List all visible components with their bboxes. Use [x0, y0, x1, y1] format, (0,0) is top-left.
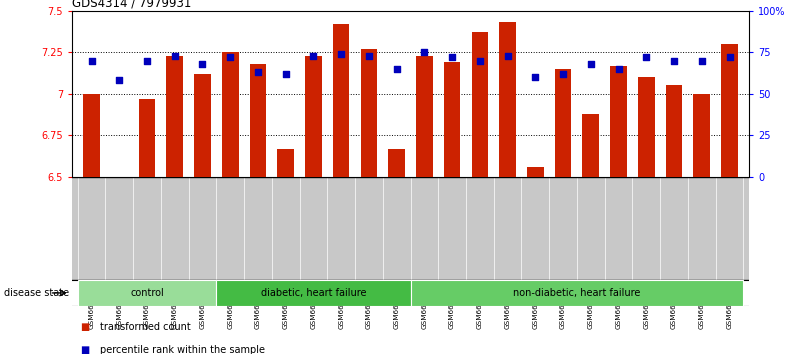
Point: [363, 53, 376, 58]
Point: [640, 55, 653, 60]
Bar: [167, 56, 183, 177]
Bar: [216, 280, 411, 306]
Bar: [638, 77, 654, 177]
Bar: [666, 86, 682, 177]
Text: diabetic, heart failure: diabetic, heart failure: [260, 288, 366, 298]
Bar: [305, 56, 322, 177]
Point: [612, 66, 625, 72]
Point: [85, 58, 98, 63]
Point: [501, 53, 514, 58]
Bar: [277, 149, 294, 177]
Point: [585, 61, 598, 67]
Text: disease state: disease state: [4, 288, 69, 298]
Text: percentile rank within the sample: percentile rank within the sample: [100, 346, 265, 354]
Bar: [416, 56, 433, 177]
Point: [335, 51, 348, 57]
Point: [141, 58, 154, 63]
Point: [667, 58, 680, 63]
Bar: [721, 44, 738, 177]
Bar: [388, 149, 405, 177]
Point: [113, 78, 126, 83]
Bar: [222, 52, 239, 177]
Point: [168, 53, 181, 58]
Bar: [582, 114, 599, 177]
Bar: [78, 280, 216, 306]
Bar: [610, 65, 627, 177]
Point: [280, 71, 292, 77]
Point: [473, 58, 486, 63]
Point: [418, 50, 431, 55]
Bar: [472, 32, 488, 177]
Bar: [360, 49, 377, 177]
Bar: [499, 22, 516, 177]
Point: [695, 58, 708, 63]
Text: GDS4314 / 7979931: GDS4314 / 7979931: [72, 0, 191, 10]
Bar: [83, 94, 100, 177]
Point: [307, 53, 320, 58]
Point: [557, 71, 570, 77]
Bar: [527, 167, 544, 177]
Bar: [694, 94, 710, 177]
Point: [223, 55, 236, 60]
Bar: [194, 74, 211, 177]
Bar: [444, 62, 461, 177]
Bar: [411, 280, 743, 306]
Bar: [333, 24, 349, 177]
Bar: [250, 64, 266, 177]
Bar: [139, 99, 155, 177]
Point: [529, 74, 541, 80]
Point: [390, 66, 403, 72]
Point: [723, 55, 736, 60]
Text: transformed count: transformed count: [100, 322, 191, 332]
Text: control: control: [130, 288, 164, 298]
Point: [196, 61, 209, 67]
Point: [445, 55, 458, 60]
Bar: [555, 69, 571, 177]
Text: ■: ■: [80, 346, 90, 354]
Text: ■: ■: [80, 322, 90, 332]
Point: [252, 69, 264, 75]
Text: non-diabetic, heart failure: non-diabetic, heart failure: [513, 288, 641, 298]
